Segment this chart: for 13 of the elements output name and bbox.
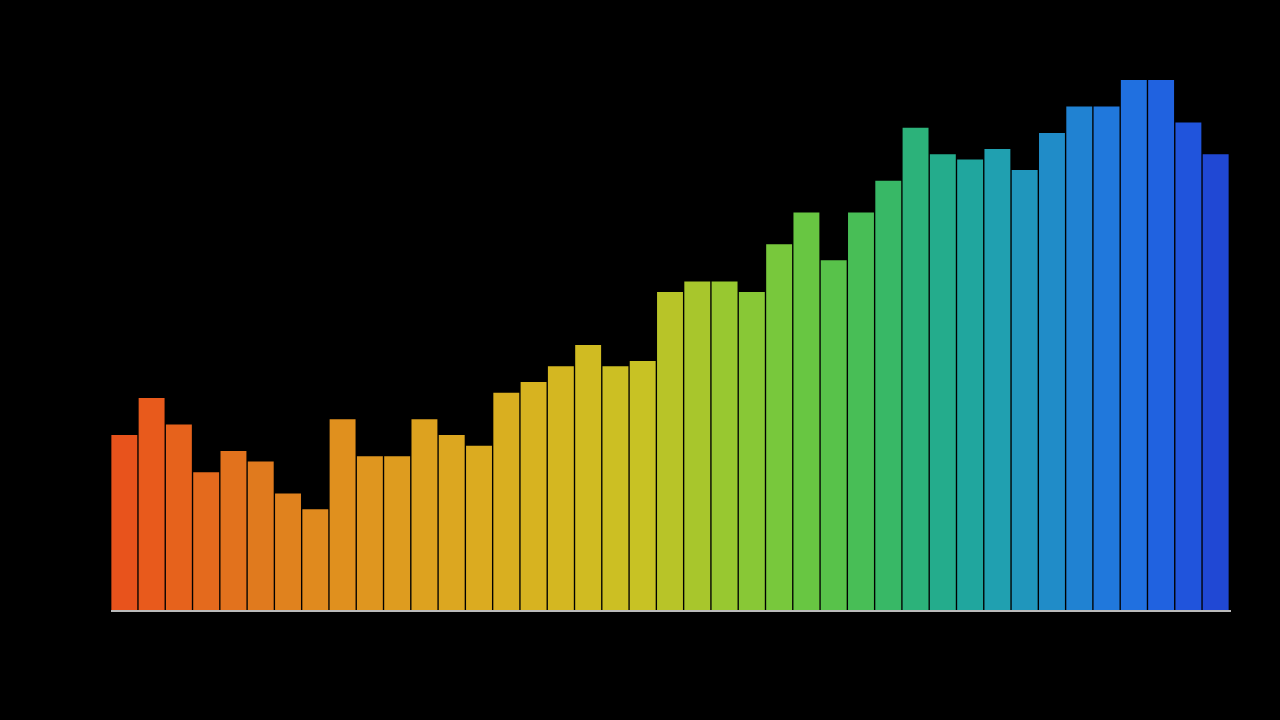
- bar: [929, 154, 956, 610]
- bar: [820, 260, 847, 610]
- bar: [738, 292, 765, 610]
- bar: [875, 180, 902, 610]
- bar: [684, 281, 711, 610]
- bar: [711, 281, 738, 610]
- bar: [902, 127, 929, 610]
- bar: [766, 244, 793, 610]
- bar: [1148, 80, 1175, 610]
- bar: [793, 212, 820, 610]
- bar: [657, 292, 683, 610]
- bar: [848, 212, 874, 610]
- bar: [957, 159, 984, 610]
